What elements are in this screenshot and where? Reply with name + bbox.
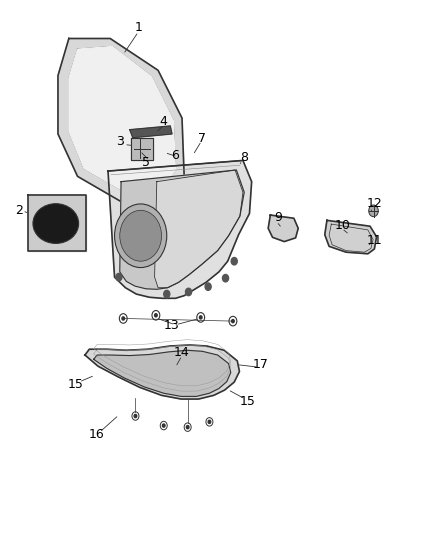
- Text: 15: 15: [239, 395, 255, 408]
- Circle shape: [164, 290, 170, 298]
- Text: 16: 16: [88, 428, 104, 441]
- Circle shape: [162, 424, 165, 427]
- Polygon shape: [69, 46, 176, 192]
- Text: 5: 5: [142, 156, 150, 168]
- Text: 13: 13: [164, 319, 180, 333]
- Polygon shape: [131, 138, 153, 160]
- Polygon shape: [130, 126, 172, 138]
- Circle shape: [185, 288, 191, 296]
- Circle shape: [122, 317, 124, 320]
- Text: 7: 7: [198, 132, 206, 144]
- Polygon shape: [325, 220, 377, 254]
- Circle shape: [115, 204, 167, 268]
- Text: 10: 10: [335, 219, 351, 232]
- Text: 9: 9: [275, 211, 283, 224]
- Text: 6: 6: [171, 149, 179, 161]
- Text: 17: 17: [253, 358, 269, 371]
- Text: 3: 3: [116, 135, 124, 148]
- Polygon shape: [120, 170, 244, 289]
- Polygon shape: [85, 345, 240, 399]
- Polygon shape: [108, 160, 252, 298]
- Polygon shape: [28, 195, 86, 251]
- Text: 8: 8: [240, 151, 248, 164]
- Polygon shape: [155, 170, 243, 288]
- Circle shape: [134, 415, 137, 418]
- Text: 2: 2: [15, 204, 23, 217]
- Polygon shape: [58, 38, 184, 203]
- Text: 4: 4: [159, 115, 167, 128]
- Text: 15: 15: [67, 378, 83, 391]
- Circle shape: [155, 314, 157, 317]
- Ellipse shape: [33, 204, 79, 244]
- Circle shape: [208, 420, 211, 423]
- Circle shape: [223, 274, 229, 282]
- Circle shape: [116, 273, 122, 281]
- Circle shape: [232, 319, 234, 322]
- Text: 14: 14: [174, 346, 190, 359]
- Text: 12: 12: [367, 197, 383, 211]
- Circle shape: [231, 257, 237, 265]
- Text: 1: 1: [134, 21, 142, 35]
- Polygon shape: [268, 215, 298, 241]
- Circle shape: [186, 425, 189, 429]
- Circle shape: [205, 283, 211, 290]
- Circle shape: [369, 205, 378, 216]
- Polygon shape: [94, 350, 231, 397]
- Text: 11: 11: [367, 234, 383, 247]
- Circle shape: [199, 316, 202, 319]
- Circle shape: [120, 211, 162, 261]
